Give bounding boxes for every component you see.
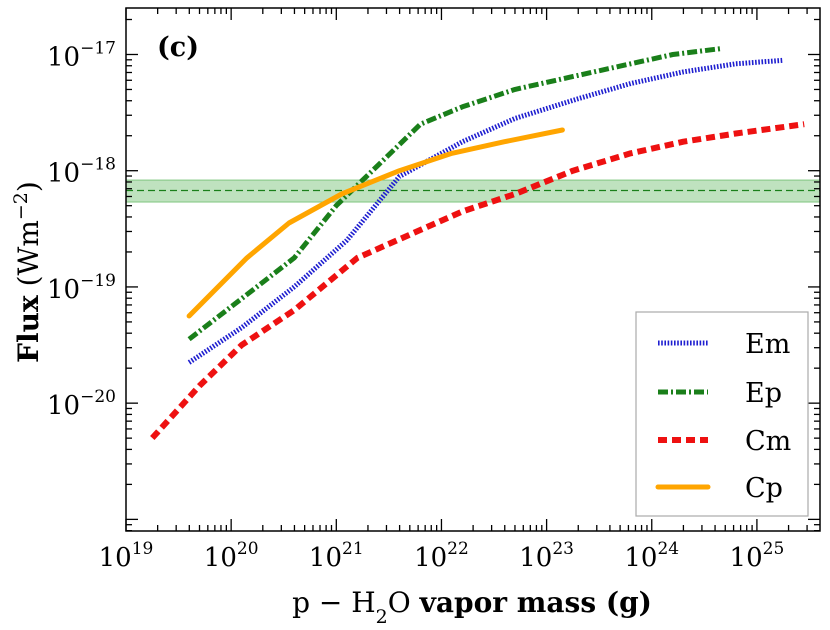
y-axis-label: Flux (Wm−2) [10,181,45,363]
x-tick-label: 1022 [414,539,469,573]
y-tick-label: 10−20 [47,387,116,421]
y-tick-label: 10−17 [47,38,116,72]
series-line-cm [150,121,805,441]
series-line-em [187,57,784,365]
legend-label-ep: Ep [745,378,782,409]
panel-label: (c) [157,32,199,63]
series-line-cp [186,127,565,319]
x-tick-label: 1024 [624,539,679,573]
series-layer [150,46,805,441]
legend: Em Ep Cm Cp [635,311,809,517]
legend-frame [635,311,809,517]
x-tick-label: 1025 [730,539,785,573]
y-tick-label: 10−18 [47,155,116,189]
legend-label-em: Em [745,329,790,360]
tick-layer: 1019 1020 1021 1022 1023 1024 1025 10−20 10−19 10… [47,8,820,573]
x-axis-label: p − H2O vapor mass (g) [292,586,652,628]
x-tick-label: 1021 [309,539,364,573]
x-tick-label: 1020 [204,539,259,573]
reference-band-layer [125,179,821,203]
y-tick-label: 10−19 [47,271,116,305]
legend-label-cp: Cp [745,473,783,504]
x-tick-label: 1019 [99,539,154,573]
legend-label-cm: Cm [745,426,791,457]
series-line-ep [187,46,721,342]
x-tick-label: 1023 [519,539,574,573]
